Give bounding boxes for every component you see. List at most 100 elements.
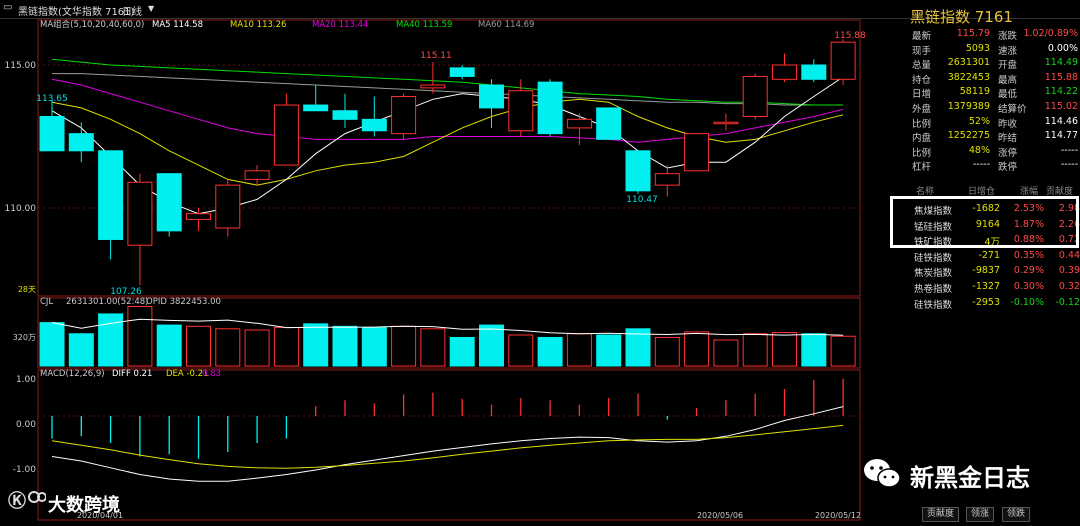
opid-legend: OPID 3822453.00 [146, 297, 221, 307]
quote-value: 115.02 [1044, 100, 1078, 112]
candle-body[interactable] [449, 67, 475, 77]
candle-body[interactable] [684, 133, 710, 172]
index-pos: -2953 [972, 296, 1000, 308]
candle-body[interactable] [273, 104, 299, 166]
quote-row: 杠杆 ----- 跌停 ----- [912, 159, 1078, 174]
index-contrib: 0.39 [1058, 265, 1080, 277]
index-row[interactable]: 硅铁指数 -271 0.35% 0.44 [914, 249, 1080, 264]
ma-group-legend: MA组合(5,10,20,40,60,0) [40, 19, 144, 30]
volume-bar [273, 327, 299, 367]
candle-body[interactable] [39, 115, 65, 152]
quote-label: 现手 [912, 45, 932, 57]
menu-icon[interactable]: ▭ [3, 2, 13, 13]
quote-label: 最新 [912, 31, 932, 42]
period-selector[interactable]: 日线 [122, 7, 142, 18]
quote-label: 跌停 [998, 162, 1018, 174]
index-row[interactable]: 热卷指数 -1327 0.30% 0.32 [914, 280, 1080, 295]
ma20-line [51, 78, 844, 143]
index-chg: 0.88% [1013, 234, 1044, 246]
chevron-down-icon[interactable]: ▼ [148, 4, 155, 13]
candle-body[interactable] [98, 150, 124, 240]
index-row[interactable]: 焦煤指数 -1682 2.53% 2.98 [914, 202, 1080, 217]
volume-bar [186, 325, 211, 367]
logo-icon: Ⓚ [8, 490, 47, 512]
wechat-account-name: 新黑金日志 [910, 464, 1030, 492]
candle-body[interactable] [508, 90, 534, 132]
candle-body[interactable] [420, 84, 446, 89]
macd-dea: DEA -0.21 [166, 369, 208, 379]
candle-body[interactable] [391, 95, 417, 135]
index-chg: 2.53% [1013, 203, 1044, 214]
quote-row: 总量 2631301 开盘 114.49 [912, 57, 1078, 72]
chart-area[interactable]: MA组合(5,10,20,40,60,0) MA5 114.58 MA10 11… [0, 18, 900, 522]
volume-bar [156, 324, 182, 367]
quote-row: 比例 52% 昨收 114.46 [912, 116, 1078, 131]
volume-bar [830, 335, 856, 367]
candle-body[interactable] [537, 81, 563, 135]
volume-bar [772, 332, 797, 367]
volume-bar [742, 333, 768, 367]
quote-label: 涨跌 [998, 31, 1018, 42]
quote-label: 最高 [998, 74, 1018, 86]
quote-value: 3822453 [947, 71, 990, 83]
candle-body[interactable] [830, 41, 856, 80]
date-label-3: 2020/05/12 [815, 511, 861, 520]
index-name: 热卷指数 [914, 284, 953, 295]
volume-chart-frame [37, 297, 861, 369]
quote-label: 内盘 [912, 133, 932, 145]
candle-body[interactable] [68, 133, 94, 152]
ma60-legend: MA60 114.69 [478, 20, 534, 30]
macd-y-tick-0: 0.00 [16, 420, 36, 430]
index-name: 锰硅指数 [914, 221, 953, 233]
candle-body[interactable] [801, 64, 827, 80]
index-row[interactable]: 锰硅指数 9164 1.87% 2.26 [914, 218, 1080, 233]
candle-body[interactable] [479, 84, 504, 109]
tab-contribution[interactable]: 贡献度 [922, 507, 960, 522]
index-name: 硅铁指数 [914, 299, 953, 311]
highlight-box [890, 196, 1079, 248]
candle-body[interactable] [244, 170, 270, 180]
index-chg: 0.29% [1013, 265, 1044, 277]
volume-bar [508, 334, 534, 367]
annotation-high-left: 113.65 [36, 94, 68, 104]
candle-body[interactable] [127, 181, 153, 246]
header-name: 名称 [916, 187, 935, 197]
date-label-2: 2020/05/06 [697, 511, 743, 520]
quote-value: 5093 [965, 42, 990, 54]
candle-body[interactable] [215, 184, 241, 229]
header-change: 涨幅 [1020, 187, 1039, 197]
volume-y-tick: 320万 [13, 333, 36, 342]
candle-body[interactable] [742, 75, 768, 117]
index-row[interactable]: 铁矿指数 4万 0.88% 0.72 [914, 233, 1080, 249]
quote-label: 涨停 [998, 147, 1018, 159]
index-table-header: 名称 日增仓 涨幅 贡献度 [916, 184, 1076, 197]
tab-losers[interactable]: 领跌 [1002, 507, 1031, 522]
candle-body[interactable] [596, 107, 622, 140]
candle-body[interactable] [713, 121, 739, 125]
candle-body[interactable] [332, 110, 358, 120]
index-row[interactable]: 焦炭指数 -9837 0.29% 0.39 [914, 264, 1080, 279]
candle-body[interactable] [156, 173, 182, 232]
candle-body[interactable] [566, 118, 592, 129]
volume-bar [596, 334, 622, 367]
volume-bar [303, 323, 329, 367]
candle-body[interactable] [772, 64, 797, 80]
kline-chart-svg[interactable]: MA组合(5,10,20,40,60,0) MA5 114.58 MA10 11… [0, 18, 900, 522]
quote-row: 内盘 1252275 昨结 114.77 [912, 130, 1078, 145]
quote-label: 外盘 [912, 103, 932, 115]
candle-body[interactable] [303, 104, 329, 112]
quote-row: 比例 48% 涨停 ----- [912, 145, 1078, 160]
candle-body[interactable] [361, 118, 387, 132]
candle-body[interactable] [654, 173, 680, 186]
candle-body[interactable] [625, 150, 651, 192]
quote-label: 速涨 [998, 45, 1018, 57]
index-row[interactable]: 硅铁指数 -2953 -0.10% -0.12 [914, 296, 1080, 311]
volume-legend: CJL [40, 297, 53, 307]
index-name: 铁矿指数 [914, 237, 953, 249]
bottom-tabs: 贡献度 领涨 领跌 [922, 507, 1080, 522]
tab-gainers[interactable]: 领涨 [966, 507, 995, 522]
quote-value: 115.79 [956, 28, 990, 39]
candle-body[interactable] [186, 213, 211, 220]
volume-bar [68, 333, 94, 367]
index-contrib: 0.72 [1058, 234, 1080, 246]
